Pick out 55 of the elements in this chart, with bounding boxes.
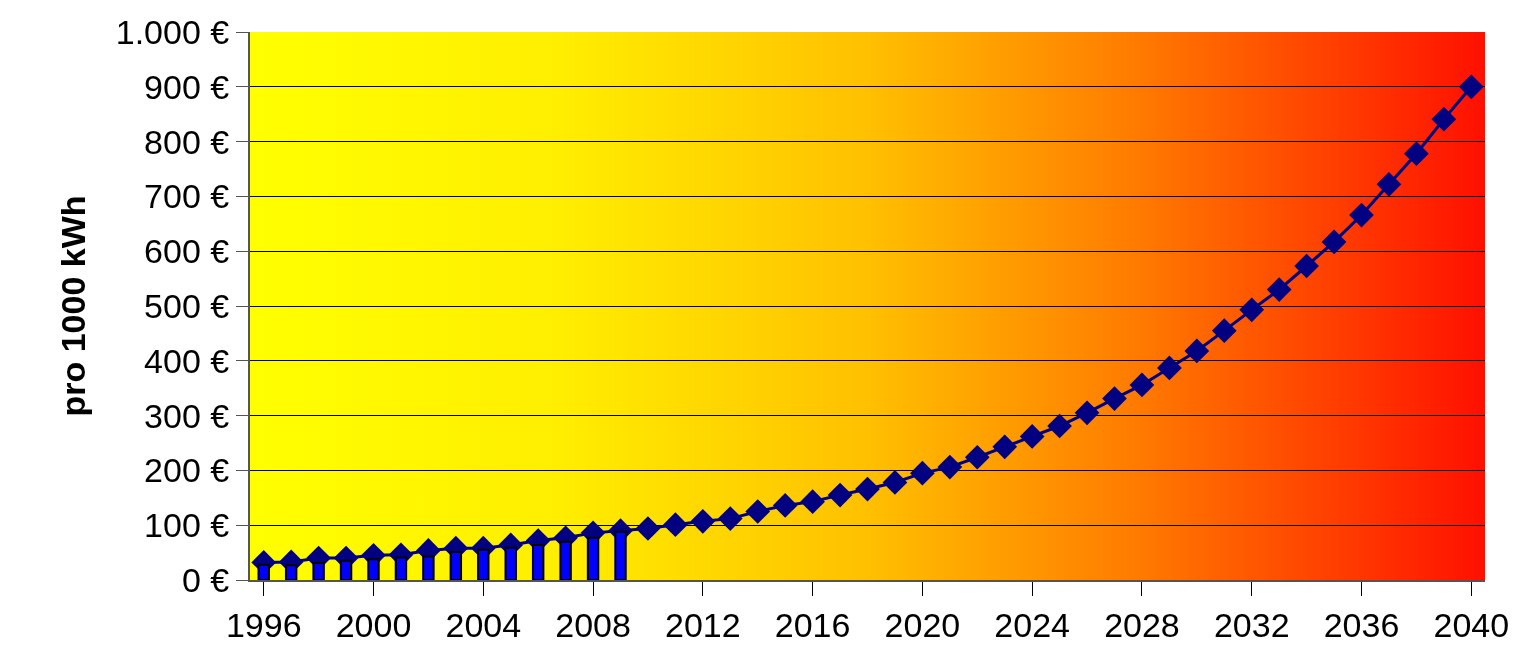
point (1458, 74, 1484, 100)
point (745, 499, 771, 524)
y-tick-label: 700 € (144, 177, 230, 216)
x-tick-label: 2004 (445, 605, 522, 644)
point (827, 482, 853, 508)
x-tick-label: 2032 (1213, 605, 1290, 644)
y-tick-label: 400 € (144, 341, 230, 380)
point (663, 512, 688, 537)
point (1102, 386, 1127, 411)
y-tick-label: 600 € (144, 232, 230, 271)
x-tick-label: 2028 (1104, 605, 1180, 644)
point (1047, 413, 1072, 439)
x-tick-label: 2024 (994, 605, 1070, 644)
point (1266, 277, 1292, 302)
x-tick-label: 2020 (884, 605, 961, 644)
x-tick-label: 1996 (225, 605, 302, 644)
point (1376, 171, 1402, 197)
y-tick-label: 300 € (144, 396, 230, 435)
point (1431, 106, 1457, 132)
point (772, 493, 798, 518)
point (1211, 318, 1237, 344)
point (1349, 202, 1374, 228)
x-tick-label: 2008 (555, 605, 631, 644)
x-tick-label: 2036 (1323, 605, 1400, 644)
x-tick-label: 2016 (774, 605, 851, 644)
x-tick-label: 2040 (1433, 605, 1510, 644)
point (1239, 297, 1265, 323)
point (1129, 372, 1155, 398)
point (1157, 355, 1182, 381)
point (1019, 424, 1045, 449)
y-axis-title: pro 1000 kWh (53, 195, 92, 417)
point (1404, 141, 1429, 167)
point (910, 460, 935, 486)
point (1321, 229, 1347, 255)
x-tick-label: 2012 (665, 605, 741, 644)
y-tick-label: 500 € (144, 286, 230, 325)
y-tick-label: 900 € (144, 67, 230, 106)
point (937, 454, 963, 480)
point (635, 516, 661, 541)
point (882, 470, 908, 495)
point (992, 434, 1018, 460)
y-tick-label: 800 € (144, 122, 230, 161)
x-tick-label: 2000 (335, 605, 412, 644)
point (690, 509, 716, 534)
point (1074, 400, 1100, 426)
y-tick-label: 100 € (144, 506, 230, 545)
point (964, 444, 990, 470)
point (800, 489, 825, 514)
point (717, 506, 743, 531)
point (855, 476, 880, 502)
y-tick-label: 0 € (181, 560, 230, 599)
y-tick-label: 1.000 € (115, 12, 230, 51)
point (1184, 338, 1210, 364)
y-tick-label: 200 € (144, 451, 230, 490)
point (1294, 253, 1319, 279)
